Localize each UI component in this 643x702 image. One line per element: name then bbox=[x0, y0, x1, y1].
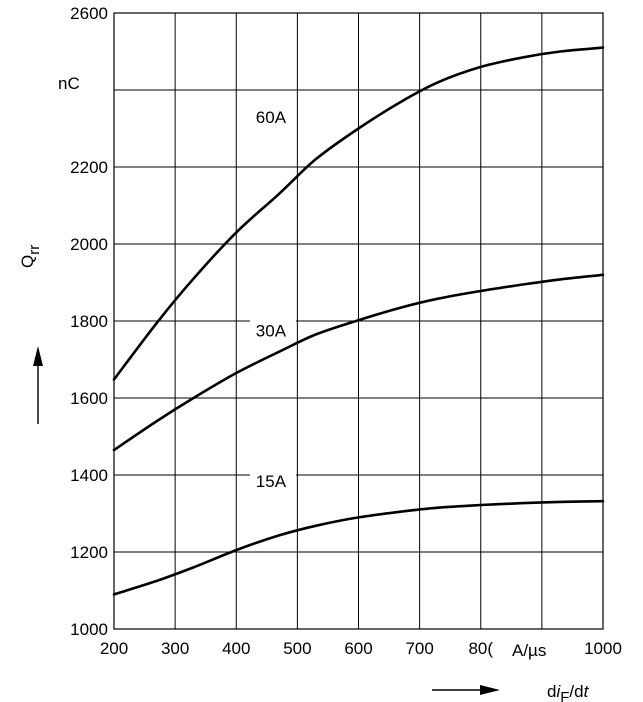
y-tick-label-1400: 1400 bbox=[70, 466, 108, 485]
x-tick-label-500: 500 bbox=[283, 639, 311, 658]
series-line-60A bbox=[112, 46, 605, 381]
y-tick-label-2000: 2000 bbox=[70, 235, 108, 254]
plot-frame bbox=[113, 12, 604, 630]
series-label-gap-0 bbox=[249, 98, 296, 135]
y-tick-label-2200: 2200 bbox=[70, 158, 108, 177]
series-label-30A: 30A bbox=[256, 322, 287, 341]
x-axis-label-part-slash: /d bbox=[569, 682, 583, 701]
y-tick-label-2600: 2600 bbox=[70, 4, 108, 23]
x-axis-label-part-t: t bbox=[584, 682, 590, 701]
series-label-gap-1 bbox=[249, 312, 296, 349]
series-line-15A bbox=[112, 499, 605, 596]
x-tick-label-200: 200 bbox=[100, 639, 128, 658]
x-axis-label-subscript: F bbox=[560, 689, 569, 702]
series-labels: 60A 30A 15A bbox=[256, 108, 287, 491]
x-axis-label: diF/dt bbox=[547, 682, 590, 702]
series-label-15A: 15A bbox=[256, 472, 287, 491]
x-tick-label-400: 400 bbox=[222, 639, 250, 658]
y-tick-label-1200: 1200 bbox=[70, 543, 108, 562]
series-label-gap-2 bbox=[249, 463, 296, 498]
y-axis-arrow bbox=[33, 346, 43, 424]
y-tick-label-1800: 1800 bbox=[70, 312, 108, 331]
tick-labels: 1000 1200 1400 1600 1800 2000 2200 2600 200 300 40… bbox=[70, 4, 622, 658]
series-line-30A bbox=[112, 273, 605, 452]
y-tick-label-1600: 1600 bbox=[70, 389, 108, 408]
y-axis-label-subscript: rr bbox=[26, 245, 43, 255]
x-axis-label-part-i: i bbox=[556, 682, 561, 701]
x-axis-arrow bbox=[432, 685, 500, 695]
x-tick-label-600: 600 bbox=[344, 639, 372, 658]
x-tick-label-1000: 1000 bbox=[584, 639, 622, 658]
x-tick-label-800: 80( bbox=[468, 639, 493, 658]
series-label-60A: 60A bbox=[256, 108, 287, 127]
y-tick-label-1000: 1000 bbox=[70, 620, 108, 639]
x-tick-label-700: 700 bbox=[405, 639, 433, 658]
x-unit-label: A/µs bbox=[512, 641, 546, 660]
x-axis-label-part-d: d bbox=[547, 682, 556, 701]
curves bbox=[112, 46, 605, 596]
x-tick-label-300: 300 bbox=[161, 639, 189, 658]
y-axis-label-main: Q bbox=[18, 255, 37, 268]
y-unit-label: nC bbox=[58, 74, 80, 93]
y-axis-label: Qrr bbox=[18, 245, 43, 268]
